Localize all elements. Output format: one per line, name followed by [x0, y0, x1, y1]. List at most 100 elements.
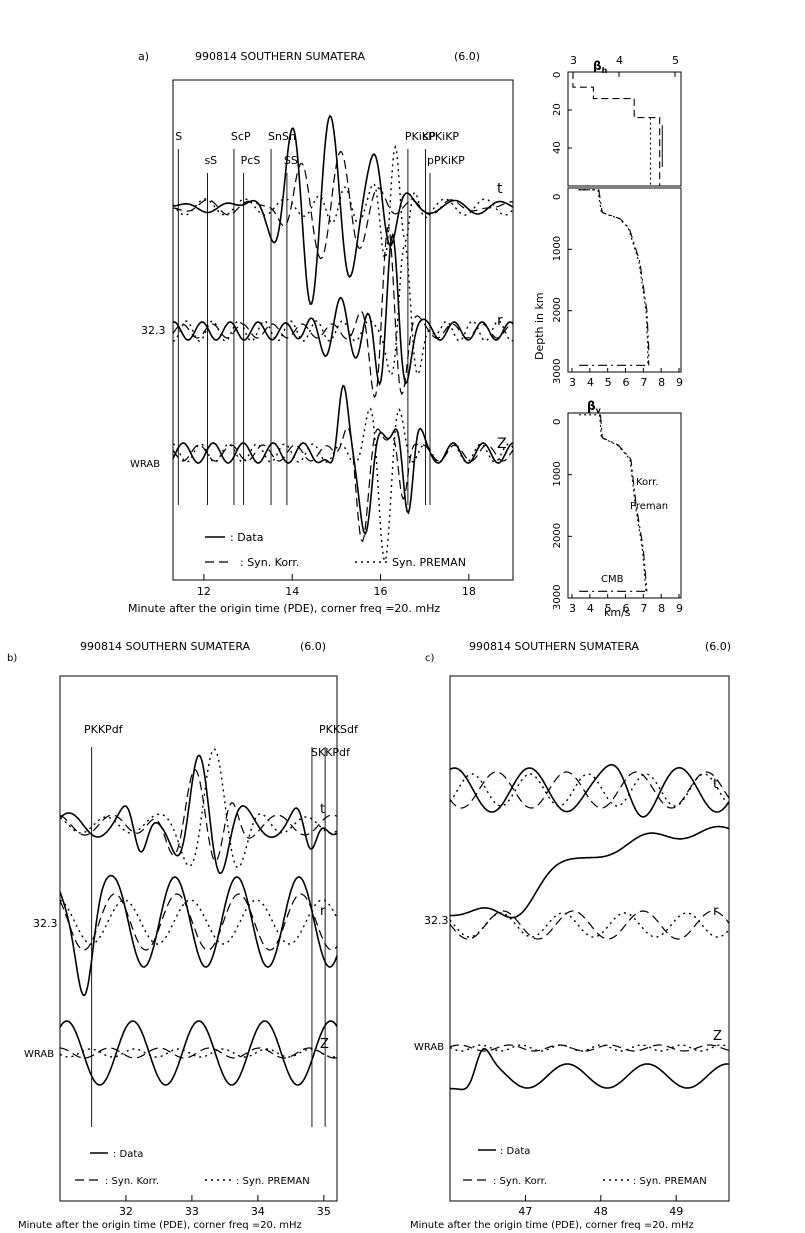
crust-depth-label-40: 40 [552, 141, 563, 154]
trace-b-r-data [59, 874, 338, 997]
velocity-tick-label-0-6: 6 [623, 376, 630, 389]
mantle-h-korr-profile [579, 189, 650, 366]
panel-a-component-labels: t r Z [497, 181, 507, 452]
panel-c-component-labels: t r Z [713, 777, 722, 1044]
panel-b-title: 990814 SOUTHERN SUMATERA [80, 640, 251, 653]
mantle-depth-label-0-0: 0 [552, 194, 563, 200]
panel-a-frame [172, 79, 514, 581]
velocity-tick-label-0-3: 3 [569, 376, 576, 389]
legend-korr-text: : Syn. Korr. [105, 1176, 159, 1187]
depth-axis-label: Depth in km [533, 292, 546, 360]
phase-label-PcS: PcS [241, 154, 261, 167]
component-label-Z: Z [713, 1029, 722, 1044]
panel-a-x-ticks: 12 14 16 18 [197, 574, 476, 598]
legend-data-text: : Data [500, 1146, 530, 1157]
mantle-depth-label-1-1000: 1000 [552, 461, 563, 486]
mantle-depth-label-0-3000: 3000 [552, 359, 563, 384]
panel-a-amplitude-label: 32.3 [141, 324, 166, 337]
panel-c-title: 990814 SOUTHERN SUMATERA [469, 640, 640, 653]
mantle-h-prem-profile [578, 189, 649, 366]
trace-c-t-data [449, 764, 730, 818]
legend-data-text: : Data [113, 1149, 143, 1160]
mantle-depth-label-1-2000: 2000 [552, 523, 563, 548]
trace-b-t-prem [59, 748, 338, 869]
top-tick-label-3: 3 [570, 54, 577, 67]
velocity-ticks: 3 4 5 6 7 8 93 4 5 6 7 8 9 [569, 368, 683, 615]
panel-c-station-label: WRAB [414, 1042, 444, 1053]
mantle-depth-label-1-0: 0 [552, 419, 563, 425]
trace-b-z-korr [59, 1047, 338, 1059]
legend-prem-text: : Syn. PREMAN [633, 1176, 707, 1187]
velocity-tick-label-1-7: 7 [640, 602, 647, 615]
panel-a-title: 990814 SOUTHERN SUMATERA [195, 50, 366, 63]
panel-a-legend: : Data : Syn. Korr. Syn. PREMAN [205, 531, 466, 569]
panel-b-xlabel: Minute after the origin time (PDE), corn… [18, 1220, 302, 1231]
velocity-tick-label-0-9: 9 [676, 376, 683, 389]
panel-c-amplitude-label: 32.3 [424, 914, 449, 927]
legend-korr-text: : Syn. Korr. [240, 556, 299, 569]
panel-b-component-labels: t r Z [320, 802, 329, 1052]
velocity-tick-label-1-5: 5 [605, 602, 612, 615]
x-tick-label-49: 49 [669, 1205, 683, 1218]
velocity-axis-label: km/s [604, 606, 631, 619]
panel-a-station-label: WRAB [130, 459, 160, 470]
component-label-Z: Z [320, 1037, 329, 1052]
panel-b-station-label: WRAB [24, 1049, 54, 1060]
beta-h-top-ticks: 3 4 5 [570, 54, 679, 77]
beta-v-title: βv [587, 399, 602, 415]
top-tick-label-4: 4 [616, 54, 623, 67]
trace-b-z-prem [59, 1048, 338, 1058]
mantle-h-model-frame [567, 187, 682, 373]
phase-label-sPKiKP: sPKiKP [423, 130, 460, 143]
trace-b-t-data [59, 754, 338, 874]
panel-c-legend: : Data : Syn. Korr. : Syn. PREMAN [463, 1146, 707, 1187]
korr-model-label: Korr. [636, 477, 659, 488]
legend-prem-text: Syn. PREMAN [392, 556, 466, 569]
crust-korr-profile [572, 72, 661, 186]
velocity-tick-label-0-8: 8 [658, 376, 665, 389]
component-label-r: r [320, 904, 326, 919]
phase-label-PKiKP: PKiKP [405, 130, 436, 143]
panel-c-label: c) [425, 653, 434, 664]
trace-c-r-data [450, 825, 730, 919]
component-label-r: r [713, 904, 719, 919]
preman-model-label: Preman [630, 501, 668, 512]
mantle-depth-label-0-1000: 1000 [552, 236, 563, 261]
trace-b-r-prem [59, 899, 338, 945]
x-tick-label-32: 32 [119, 1205, 133, 1218]
panel-c-magnitude: (6.0) [705, 640, 731, 653]
panel-b-amplitude-label: 32.3 [33, 917, 58, 930]
cmb-label: CMB [601, 574, 624, 585]
velocity-tick-label-0-4: 4 [587, 376, 594, 389]
panel-c-traces [449, 764, 730, 1091]
x-tick-label-35: 35 [317, 1205, 331, 1218]
panel-b: b) 990814 SOUTHERN SUMATERA (6.0) PKKPdf… [7, 640, 359, 1231]
panel-b-label: b) [7, 653, 17, 664]
component-label-t: t [713, 777, 718, 792]
trace-a-t-data [172, 114, 514, 305]
mantle-depth-label-1-3000: 3000 [552, 585, 563, 610]
phase-label-ScP: ScP [231, 130, 251, 143]
panel-a-magnitude: (6.0) [454, 50, 480, 63]
component-label-t: t [320, 802, 325, 817]
velocity-tick-label-1-8: 8 [658, 602, 665, 615]
panel-a: a) 990814 SOUTHERN SUMATERA (6.0) SsS ScP… [128, 50, 514, 615]
panel-b-phase-markers: PKKPdf SKKPdf PKKSdf [84, 723, 359, 1127]
x-tick-label-33: 33 [185, 1205, 199, 1218]
trace-c-z-prem [449, 1044, 730, 1052]
phase-label-sS: sS [204, 154, 217, 167]
panel-b-magnitude: (6.0) [300, 640, 326, 653]
component-label-Z: Z [497, 436, 507, 452]
trace-c-t-korr [449, 771, 730, 809]
panel-b-x-ticks: 32 33 34 35 [119, 1195, 331, 1218]
panel-b-traces [59, 748, 338, 1086]
phase-label-S: S [175, 130, 182, 143]
panel-c-xlabel: Minute after the origin time (PDE), corn… [410, 1220, 694, 1231]
trace-c-r-prem [449, 912, 730, 938]
x-tick-label-14: 14 [285, 585, 299, 598]
trace-a-r-data [172, 232, 514, 387]
velocity-tick-label-1-3: 3 [569, 602, 576, 615]
panel-a-xlabel: Minute after the origin time (PDE), corn… [128, 602, 440, 615]
legend-prem-text: : Syn. PREMAN [236, 1176, 310, 1187]
